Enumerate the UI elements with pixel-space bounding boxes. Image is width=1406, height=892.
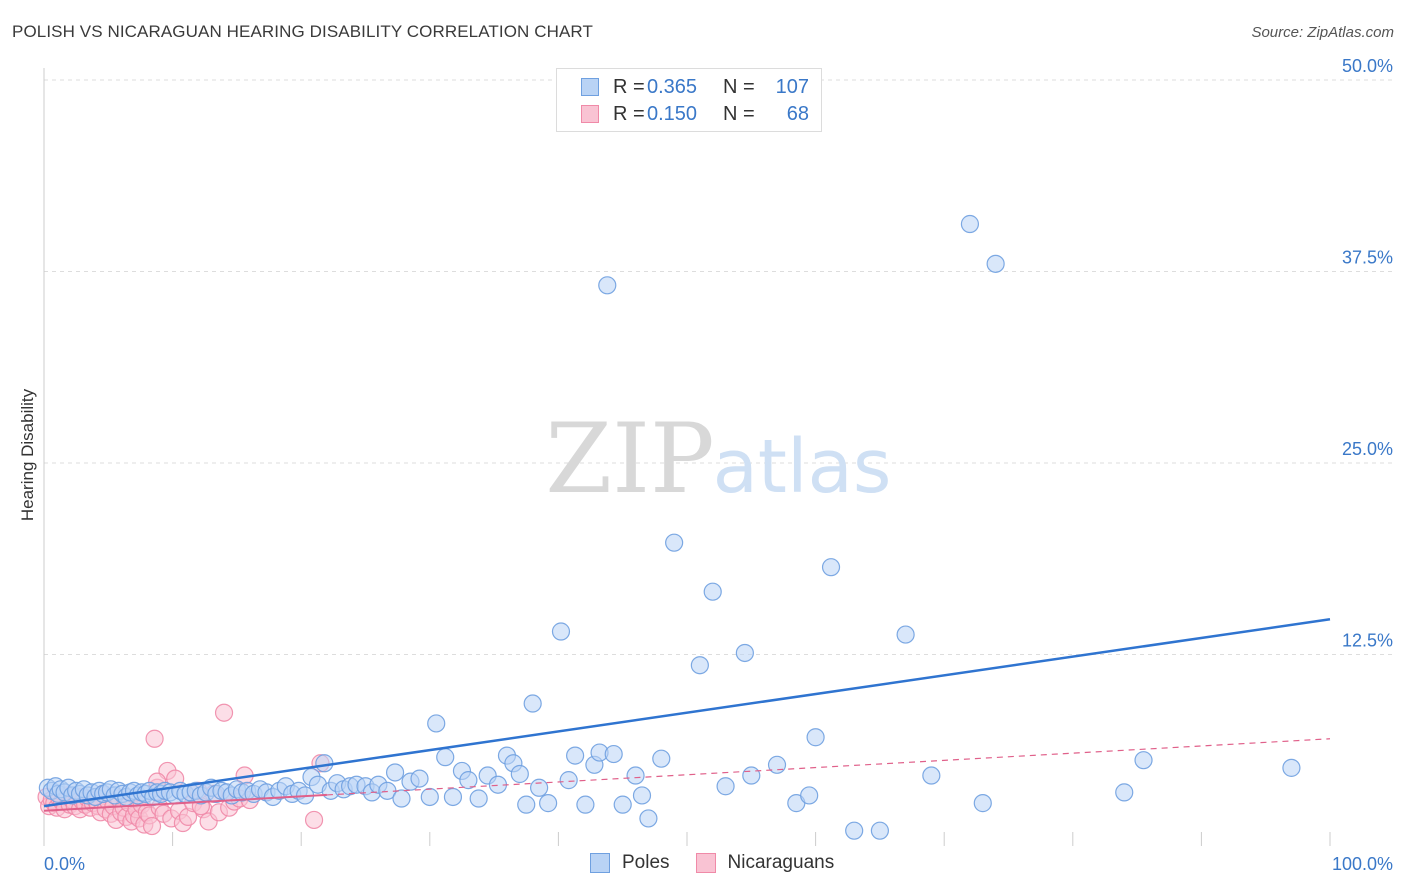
data-point-nicaraguans: [304, 810, 324, 830]
bottom-legend-label-poles: Poles: [622, 852, 670, 873]
bottom-legend-nicaraguans: Nicaraguans: [695, 852, 835, 874]
watermark-zip: ZIP: [545, 403, 714, 515]
data-point-poles: [626, 766, 645, 785]
y-tick-label: 12.5%: [1342, 631, 1393, 651]
y-tick-label: 37.5%: [1342, 248, 1393, 268]
data-point-poles: [604, 744, 623, 764]
data-point-poles: [735, 643, 754, 663]
data-point-poles: [469, 789, 488, 808]
data-point-poles: [523, 694, 542, 713]
data-point-poles: [665, 533, 684, 552]
data-point-poles: [598, 276, 617, 295]
legend-r-label: R =: [613, 102, 645, 125]
data-point-poles: [703, 582, 722, 601]
y-tick-label: 50.0%: [1342, 56, 1393, 76]
data-point-poles: [1115, 783, 1134, 802]
data-point-poles: [530, 778, 549, 797]
data-point-poles: [539, 794, 558, 813]
data-point-poles: [559, 771, 578, 790]
data-point-poles: [566, 746, 585, 765]
bottom-legend-poles: Poles: [590, 852, 670, 874]
data-point-poles: [436, 748, 455, 767]
bottom-legend-swatch-poles: [590, 853, 610, 873]
data-point-nicaraguans: [214, 703, 234, 722]
data-point-poles: [986, 254, 1005, 273]
data-point-poles: [551, 622, 571, 641]
data-point-poles: [800, 786, 819, 805]
y-axis-label: Hearing Disability: [18, 388, 37, 522]
legend-row-poles: R = 0.365 N = 107: [557, 73, 809, 101]
legend-n-label: N =: [723, 75, 755, 98]
series-nicaraguans: [37, 703, 330, 836]
legend-swatch-poles: [581, 78, 599, 96]
legend-r-value: 0.365: [647, 75, 698, 98]
trend-line-nicaraguans-solid: [43, 793, 327, 812]
legend: R = 0.365 N = 107 R = 0.150 N = 68: [556, 68, 822, 132]
data-point-poles: [767, 755, 787, 774]
data-point-poles: [922, 766, 941, 785]
data-point-poles: [806, 728, 825, 747]
data-point-poles: [576, 795, 595, 814]
axes: [43, 68, 1331, 846]
data-point-nicaraguans: [145, 729, 164, 748]
data-point-poles: [1282, 758, 1301, 777]
x-tick-label: 100.0%: [1332, 854, 1393, 874]
data-point-poles: [870, 821, 890, 840]
data-point-poles: [639, 809, 658, 828]
bottom-legend-swatch-nicaraguans: [695, 853, 716, 873]
data-point-poles: [716, 777, 735, 796]
data-point-poles: [632, 786, 652, 805]
data-point-poles: [443, 787, 463, 807]
legend-r-value: 0.150: [647, 102, 698, 125]
data-point-poles: [845, 821, 864, 840]
legend-n-label: N =: [723, 102, 755, 125]
legend-r-label: R =: [613, 75, 645, 98]
data-point-poles: [896, 625, 915, 644]
data-point-poles: [420, 787, 439, 807]
x-tick-label: 0.0%: [44, 854, 85, 874]
bottom-legend-label-nicaraguans: Nicaraguans: [727, 852, 835, 873]
watermark: ZIP atlas: [545, 403, 891, 515]
legend-row-nicaraguans: R = 0.150 N = 68: [557, 100, 809, 128]
data-point-poles: [315, 754, 334, 773]
chart-title: POLISH VS NICARAGUAN HEARING DISABILITY …: [12, 22, 593, 41]
data-point-poles: [821, 558, 841, 577]
data-point-poles: [613, 795, 632, 814]
data-point-poles: [510, 764, 529, 784]
trend-lines: [43, 618, 1331, 812]
bottom-legend: Poles Nicaraguans: [590, 852, 860, 874]
legend-n-value: 107: [775, 75, 809, 98]
tick-labels: 12.5% 25.0% 37.5% 50.0% 0.0% 100.0%: [44, 56, 1393, 874]
data-point-poles: [410, 769, 429, 788]
data-point-poles: [973, 794, 992, 813]
data-point-nicaraguans: [142, 816, 162, 836]
watermark-atlas: atlas: [713, 424, 892, 510]
source-label: Source: ZipAtlas.com: [1251, 24, 1394, 41]
data-point-poles: [742, 766, 761, 785]
data-point-poles: [690, 656, 709, 675]
legend-swatch-nicaraguans: [581, 105, 599, 123]
data-point-poles: [652, 749, 671, 768]
data-point-poles: [1134, 751, 1153, 770]
data-point-poles: [517, 795, 536, 814]
trend-line-poles: [43, 618, 1331, 808]
y-tick-label: 25.0%: [1342, 439, 1393, 459]
data-point-poles: [427, 714, 446, 733]
data-point-poles: [459, 771, 478, 790]
trend-line-nicaraguans-dashed: [326, 738, 1331, 796]
legend-n-value: 68: [786, 102, 809, 125]
data-point-poles: [385, 763, 405, 782]
grid-lines: [44, 79, 1394, 655]
series-poles: [38, 214, 1301, 840]
data-point-poles: [392, 789, 411, 808]
data-point-poles: [960, 214, 980, 234]
